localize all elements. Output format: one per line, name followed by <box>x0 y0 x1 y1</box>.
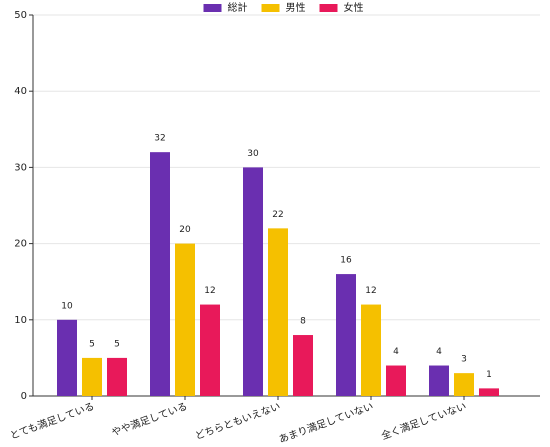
y-tick-label: 50 <box>14 10 27 21</box>
y-tick-label: 40 <box>14 86 27 97</box>
bar <box>243 167 263 396</box>
value-label: 4 <box>393 347 399 357</box>
value-label: 3 <box>461 355 467 365</box>
bar <box>361 304 381 396</box>
value-label: 10 <box>61 301 73 311</box>
bar <box>479 388 499 396</box>
value-label: 5 <box>114 339 120 349</box>
value-label: 32 <box>154 134 165 144</box>
bar <box>454 373 474 396</box>
x-tick-label: とても満足している <box>8 400 96 442</box>
x-tick-label: どちらともいえない <box>194 400 283 442</box>
legend-label: 男性 <box>286 1 306 14</box>
legend-swatch <box>261 4 280 12</box>
legend-swatch <box>203 4 222 12</box>
bar <box>429 365 449 396</box>
value-label: 8 <box>300 317 306 327</box>
bar <box>175 243 195 396</box>
bar <box>386 365 406 396</box>
y-tick-label: 30 <box>14 162 27 173</box>
value-label: 5 <box>89 339 95 349</box>
value-label: 1 <box>486 370 492 380</box>
x-tick-label: 全く満足していない <box>379 399 468 442</box>
value-label: 22 <box>272 210 283 220</box>
value-label: 30 <box>247 149 259 159</box>
bar <box>57 319 77 396</box>
value-label: 12 <box>365 286 376 296</box>
bar <box>268 228 288 396</box>
x-tick-label: あまり満足していない <box>277 400 375 445</box>
y-tick-label: 0 <box>21 391 27 402</box>
legend-swatch <box>319 4 338 12</box>
legend-label: 女性 <box>344 1 364 14</box>
value-label: 4 <box>436 347 442 357</box>
bar <box>150 152 170 396</box>
x-tick-label: やや満足している <box>110 400 189 439</box>
value-label: 12 <box>204 286 215 296</box>
y-tick-label: 20 <box>14 239 27 250</box>
bar <box>293 335 313 396</box>
bar <box>107 357 127 396</box>
value-label: 16 <box>340 256 352 266</box>
y-tick-label: 10 <box>14 315 27 326</box>
legend-label: 総計 <box>228 1 248 14</box>
bar <box>82 357 102 396</box>
bar <box>336 274 356 396</box>
bar <box>200 304 220 396</box>
value-label: 20 <box>179 225 191 235</box>
